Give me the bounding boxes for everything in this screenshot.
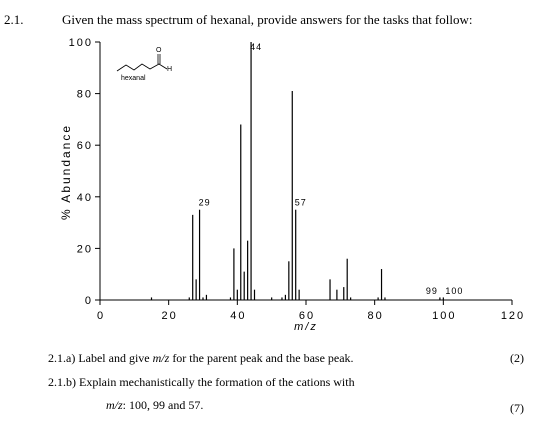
x-axis-title: m/z — [294, 321, 318, 330]
peak-label-29: 29 — [199, 198, 211, 208]
peak-label-57: 57 — [295, 198, 307, 208]
x-tick-label-40: 40 — [230, 310, 246, 322]
task-b-text: Explain mechanistically the formation of… — [79, 375, 355, 389]
task-a: 2.1.a) Label and give m/z for the parent… — [48, 351, 354, 366]
chart-peaks — [150, 42, 444, 300]
question-text: Given the mass spectrum of hexanal, prov… — [62, 12, 473, 27]
y-axis-title: % Abundance — [59, 124, 73, 220]
oxygen-atom: O — [156, 47, 162, 54]
chart-labels: % Abundance m/z 44 57 29 99 100 — [59, 42, 463, 330]
x-tick-label-80: 80 — [368, 310, 384, 322]
task-b-marks: (7) — [510, 401, 524, 415]
molecule-name: hexanal — [121, 75, 146, 82]
task-a-text: Label and give m/z for the parent peak a… — [78, 351, 354, 365]
x-tick-label-0: 0 — [97, 310, 105, 322]
y-tick-label-100: 100 — [69, 37, 93, 49]
task-b: 2.1.b) Explain mechanistically the forma… — [48, 375, 355, 390]
hydrogen-atom: H — [167, 66, 172, 73]
question-number: 2.1. — [4, 12, 24, 27]
y-tick-label-80: 80 — [77, 89, 93, 101]
x-tick-label-100: 100 — [432, 310, 456, 322]
mass-spectrum-chart: 0 20 40 60 80 100 0 20 40 60 80 100 120 % Abundance m… — [59, 37, 525, 330]
hexanal-structure: O H hexanal — [116, 47, 172, 82]
y-tick-label-60: 60 — [77, 140, 93, 152]
peak-label-44: 44 — [250, 42, 262, 52]
task-b-line2: m/z: 100, 99 and 57. — [106, 398, 204, 412]
peak-label-100: 100 — [445, 286, 463, 296]
y-tick-label-40: 40 — [77, 192, 93, 204]
peak-label-99: 99 — [426, 286, 438, 296]
hexanal-skeleton — [116, 63, 168, 72]
y-tick-label-0: 0 — [85, 295, 93, 307]
y-tick-label-20: 20 — [77, 243, 93, 255]
task-a-marks: (2) — [510, 351, 524, 365]
x-tick-label-20: 20 — [162, 310, 178, 322]
x-tick-label-120: 120 — [501, 310, 525, 322]
task-a-id: 2.1.a) — [48, 351, 76, 365]
task-b-id: 2.1.b) — [48, 375, 76, 389]
x-tick-label-60: 60 — [299, 310, 315, 322]
